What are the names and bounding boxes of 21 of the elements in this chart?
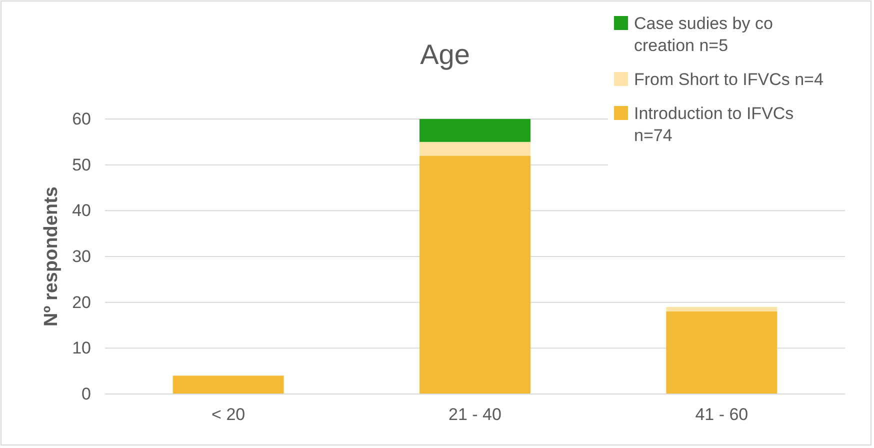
bar	[172, 376, 284, 394]
y-axis-title: Nº respondents	[41, 186, 62, 326]
bar	[666, 306, 778, 312]
x-tick-label: 41 - 60	[695, 405, 748, 424]
bar	[420, 119, 530, 142]
bar	[420, 156, 530, 394]
legend-label: Introduction to IFVCs n=74	[634, 104, 794, 145]
y-tick-label: 20	[72, 292, 91, 312]
bar	[420, 142, 530, 156]
x-tick-label: < 20	[212, 405, 246, 424]
y-tick-label: 10	[72, 338, 91, 358]
y-tick-label: 40	[72, 201, 91, 220]
y-tick-label: 60	[72, 109, 91, 128]
bar	[666, 312, 778, 394]
legend-label: From Short to IFVCs n=4	[634, 70, 824, 89]
y-tick-label: 30	[72, 246, 91, 266]
x-tick-label: 21 - 40	[448, 405, 502, 424]
y-tick-label: 50	[72, 155, 91, 174]
y-tick-label: 0	[82, 384, 91, 404]
chart-title: Age	[420, 39, 470, 70]
legend-label: Case sudies by co creation n=5	[634, 14, 773, 55]
